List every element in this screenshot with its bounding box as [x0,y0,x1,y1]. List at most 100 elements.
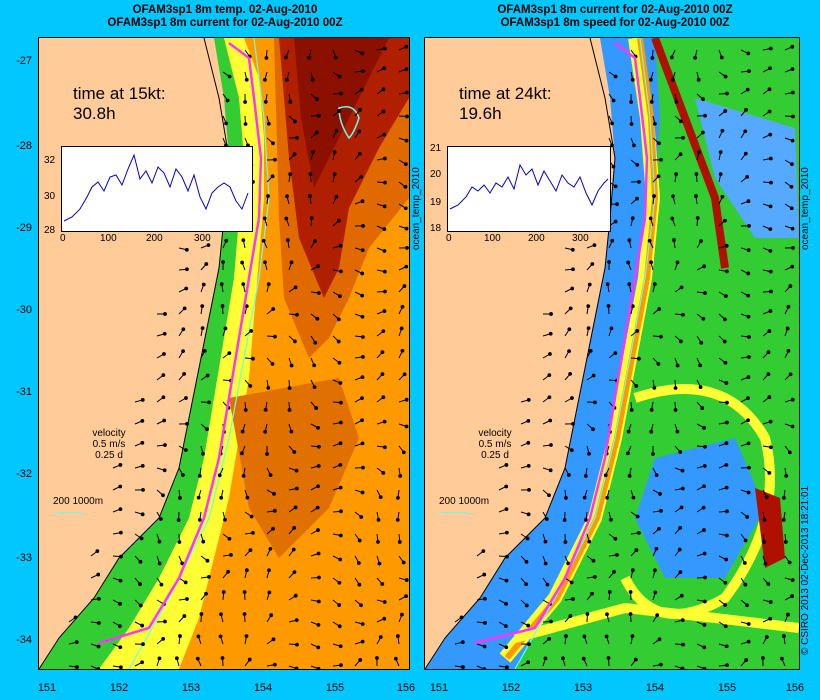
current-arrow-head [382,249,387,253]
right-eddy-blue [635,438,765,578]
current-arrow-head [378,495,383,500]
current-arrow-head [272,491,276,496]
current-arrow-head [240,260,245,265]
current-arrow-head [248,548,253,553]
current-arrow-head [338,420,343,425]
current-arrow-head [526,418,531,423]
current-arrow-head [380,350,385,355]
current-arrow-head [724,485,729,490]
current-arrow-head [767,87,772,92]
current-arrow-head [747,335,751,339]
current-arrow-head [724,644,729,649]
current-arrow-head [649,100,654,104]
right-route [474,42,649,645]
current-arrow-head [405,245,409,250]
current-arrow-head [581,656,586,661]
current-arrow-head [746,418,750,423]
current-arrow-head [141,487,145,492]
current-arrow-head [703,291,707,295]
current-arrow-head [96,644,101,649]
current-arrow-head [790,44,795,49]
current-arrow-head [702,425,706,430]
current-arrow-head [611,164,616,169]
current-arrow-head [226,569,230,574]
left-inset-xtick-1: 100 [100,233,117,244]
left-eddy-orange [229,378,359,558]
current-arrow-head [566,473,571,477]
current-arrow-head [702,599,707,604]
current-arrow-head [361,335,365,339]
current-arrow-head [586,326,591,331]
current-arrow-head [779,656,784,661]
current-arrow-head [381,470,386,475]
current-arrow-head [267,590,272,595]
current-arrow-head [157,656,162,661]
current-arrow-head [461,665,465,669]
current-arrow-head [404,264,409,269]
current-arrow-head [402,284,407,288]
current-arrow-head [393,656,398,661]
current-arrow-head [587,451,591,456]
current-arrow-head [308,172,313,176]
current-arrow-head [743,538,748,543]
current-arrow-head [284,216,289,221]
current-arrow-head [95,549,100,554]
current-arrow-head [724,420,729,425]
current-arrow-head [635,196,639,201]
current-arrow-head [360,314,365,319]
current-arrow-head [605,495,610,500]
current-arrow-head [657,526,661,531]
current-arrow-head [163,443,167,447]
current-arrow-head [273,157,277,162]
current-arrow-head [360,639,365,644]
current-arrow-head [504,463,509,467]
current-arrow-head [376,517,381,522]
current-arrow-head [723,74,728,79]
current-arrow-head [743,129,748,134]
current-arrow-head [526,440,531,445]
current-arrow-head [744,107,748,112]
current-arrow-head [271,637,276,642]
y-tick-6: -33 [16,552,32,564]
current-arrow-head [564,496,568,500]
current-arrow-head [786,304,791,309]
current-arrow-head [357,538,362,543]
right-inset-ytick-0: 21 [430,143,442,154]
current-arrow-head [697,150,701,155]
current-arrow-head [768,269,773,274]
current-arrow-head [678,152,683,157]
current-arrow-head [678,450,683,454]
current-arrow-head [626,429,631,434]
current-arrow-head [746,271,751,276]
current-arrow-head [247,657,252,662]
current-arrow-head [657,141,661,146]
current-arrow-head [404,424,409,429]
right-title-line1: OFAM3sp1 8m current for 02-Aug-2010 00Z [497,4,733,16]
current-arrow-head [675,363,680,368]
current-arrow-head [217,473,222,478]
current-arrow-head [768,66,772,71]
current-arrow-head [360,375,365,380]
current-arrow-head [612,569,616,574]
current-arrow-head [527,642,531,647]
current-arrow-head [227,74,232,79]
current-arrow-head [746,51,751,56]
current-arrow-head [339,91,343,96]
left-x-tick-5: 156 [396,682,416,694]
right-x-tick-2: 153 [573,682,593,694]
current-arrow-head [263,407,268,412]
current-arrow-head [673,386,678,390]
current-arrow-head [316,528,320,532]
current-arrow-head [526,660,530,665]
current-arrow-head [590,591,594,596]
current-arrow-head [263,429,268,434]
current-arrow-head [266,194,270,198]
current-arrow-head [783,540,788,544]
current-arrow-head [140,512,145,517]
current-arrow-head [242,590,247,594]
current-arrow-head [746,441,751,446]
current-arrow-head [316,666,321,669]
y-tick-4: -31 [16,386,32,398]
current-arrow-head [118,601,122,606]
current-arrow-head [702,666,707,669]
